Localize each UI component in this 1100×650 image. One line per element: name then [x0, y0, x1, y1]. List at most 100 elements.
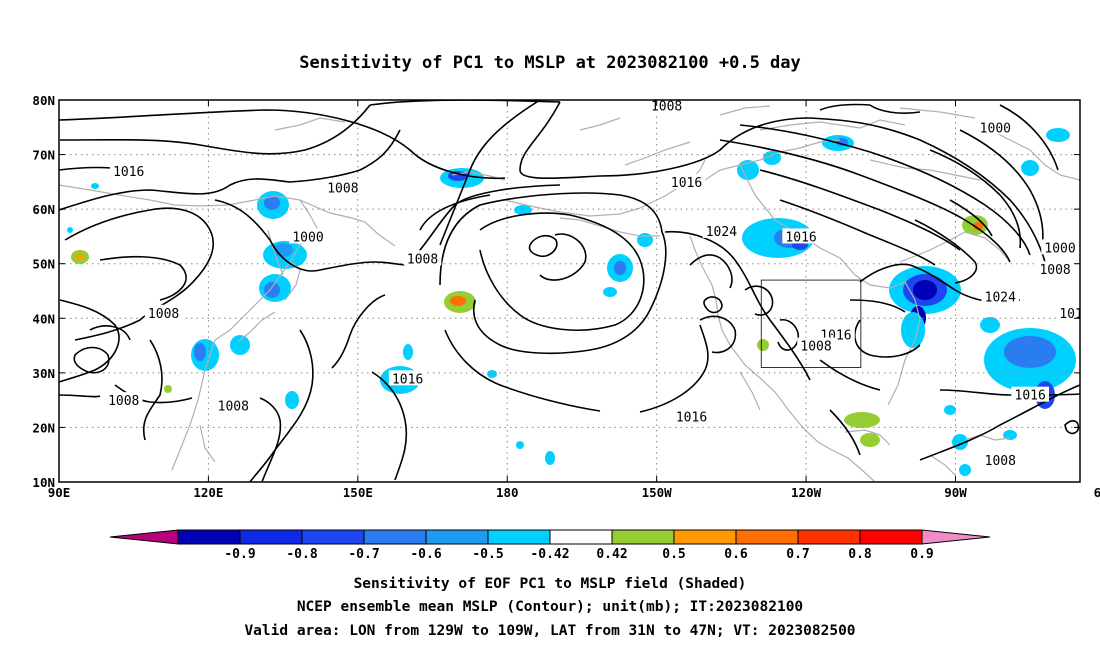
sensitivity-patch	[913, 280, 937, 300]
lon-label: 90W	[944, 485, 967, 500]
colorbar-label: -0.5	[472, 547, 503, 562]
contour-label: 1016	[785, 230, 816, 245]
contour-label-bg	[782, 228, 820, 244]
colorbar-swatch	[549, 529, 613, 545]
contour-label: 1024	[985, 290, 1016, 305]
contour-label-bg	[1056, 304, 1080, 320]
contour-labels: 1008 1000 1016 1008 1016 1024 1016 1000 1000 1008…	[104, 99, 1090, 469]
contour-label-bg	[324, 179, 362, 195]
contour-label-bg	[403, 250, 442, 266]
contour-label-bg	[647, 100, 686, 113]
valid-area-box	[760, 279, 862, 368]
contour-label-bg	[109, 162, 148, 178]
sensitivity-patch	[164, 385, 172, 393]
footer-line-2: NCEP ensemble mean MSLP (Contour); unit(…	[297, 599, 803, 615]
sensitivity-patch	[67, 227, 73, 233]
sensitivity-patch	[487, 370, 497, 378]
colorbar-swatch	[797, 529, 861, 545]
colorbar-label: -0.6	[410, 547, 441, 562]
sensitivity-patch	[603, 287, 617, 297]
contour-label-bg	[144, 304, 183, 320]
sensitivity-patch	[614, 261, 626, 275]
sensitivity-patch	[763, 151, 781, 165]
contour-label: 1016	[1015, 389, 1046, 404]
contour-label-bg	[667, 173, 706, 189]
contour-label: 1000	[1044, 241, 1075, 256]
contour-label: 1000	[292, 230, 323, 245]
lon-label: 150W	[642, 485, 673, 500]
contour-label-bg	[289, 228, 327, 244]
contour-label: 1008	[218, 400, 249, 415]
contour-label: 1000	[980, 121, 1011, 136]
colorbar-swatch	[239, 529, 303, 545]
colorbar-swatch	[301, 529, 365, 545]
contour-label-bg	[981, 452, 1020, 468]
contour-label: 1016	[676, 411, 707, 426]
sensitivity-patch	[516, 441, 524, 449]
contour-label: 1008	[1039, 263, 1070, 278]
sensitivity-patch	[264, 282, 280, 298]
lon-label: 120W	[791, 485, 822, 500]
contour-label-bg	[981, 288, 1020, 304]
sensitivity-patch	[450, 296, 466, 306]
contour-label-bg	[388, 370, 427, 386]
colorbar-label: -0.8	[286, 547, 317, 562]
colorbar-label: 0.5	[662, 547, 685, 562]
contour-label-bg	[1036, 261, 1074, 277]
lat-label: 10N	[32, 475, 55, 490]
sensitivity-patch	[1003, 430, 1017, 440]
colorbar-swatch	[859, 529, 923, 545]
colorbar-label: 0.6	[724, 547, 748, 562]
colorbar-label: 0.8	[848, 547, 872, 562]
contour-label: 1008	[327, 181, 358, 196]
lon-label: 150E	[343, 485, 373, 500]
colorbar-swatch	[177, 529, 241, 545]
contour-label-bg	[702, 222, 741, 238]
contour-label: 1008	[985, 454, 1016, 469]
sensitivity-patch	[860, 433, 880, 447]
lat-label: 60N	[32, 202, 55, 217]
lat-label: 70N	[32, 148, 55, 163]
colorbar-swatch	[611, 529, 675, 545]
sensitivity-patch	[264, 196, 280, 210]
sensitivity-patch	[844, 412, 880, 428]
lon-label: 180	[496, 485, 519, 500]
colorbar-low-triangle	[109, 529, 179, 545]
colorbar-high-triangle	[921, 529, 991, 545]
contour-label: 1016	[1059, 307, 1090, 322]
contour-label: 1008	[148, 307, 179, 322]
contour-label: 1008	[651, 99, 682, 114]
contour-label-bg	[797, 337, 835, 353]
colorbar-swatch	[673, 529, 737, 545]
sensitivity-patch	[545, 451, 555, 465]
colorbar-label: -0.9	[224, 547, 255, 562]
lat-label: 80N	[32, 93, 55, 108]
colorbar-label: -0.42	[530, 547, 569, 562]
contour-label-bg	[214, 397, 253, 413]
contour-label-bg	[672, 408, 711, 424]
sensitivity-patch	[91, 183, 99, 189]
lat-label: 50N	[32, 257, 55, 272]
contour-label: 1016	[392, 372, 423, 387]
sensitivity-patch	[973, 222, 983, 230]
contour-label: 1008	[800, 340, 831, 355]
map-frame	[58, 99, 1081, 483]
lat-label: 20N	[32, 420, 55, 435]
colorbar-swatch	[487, 529, 551, 545]
contour-label: 1008	[108, 394, 139, 409]
contour-label-bg	[1011, 386, 1049, 402]
sensitivity-patch	[285, 391, 299, 409]
sensitivity-patch	[514, 205, 532, 215]
sensitivity-patch	[980, 317, 1000, 333]
figure-title: Sensitivity of PC1 to MSLP at 2023082100…	[299, 53, 801, 73]
sensitivity-patch	[403, 344, 413, 360]
colorbar-label: -0.7	[348, 547, 379, 562]
lat-label: 40N	[32, 311, 55, 326]
sensitivity-patch	[1004, 336, 1056, 368]
sensitivity-patch	[737, 160, 759, 180]
sensitivity-patch	[757, 339, 769, 351]
sensitivity-patch	[194, 343, 206, 361]
sensitivity-patch	[1021, 160, 1039, 176]
contour-label: 1016	[113, 165, 144, 180]
